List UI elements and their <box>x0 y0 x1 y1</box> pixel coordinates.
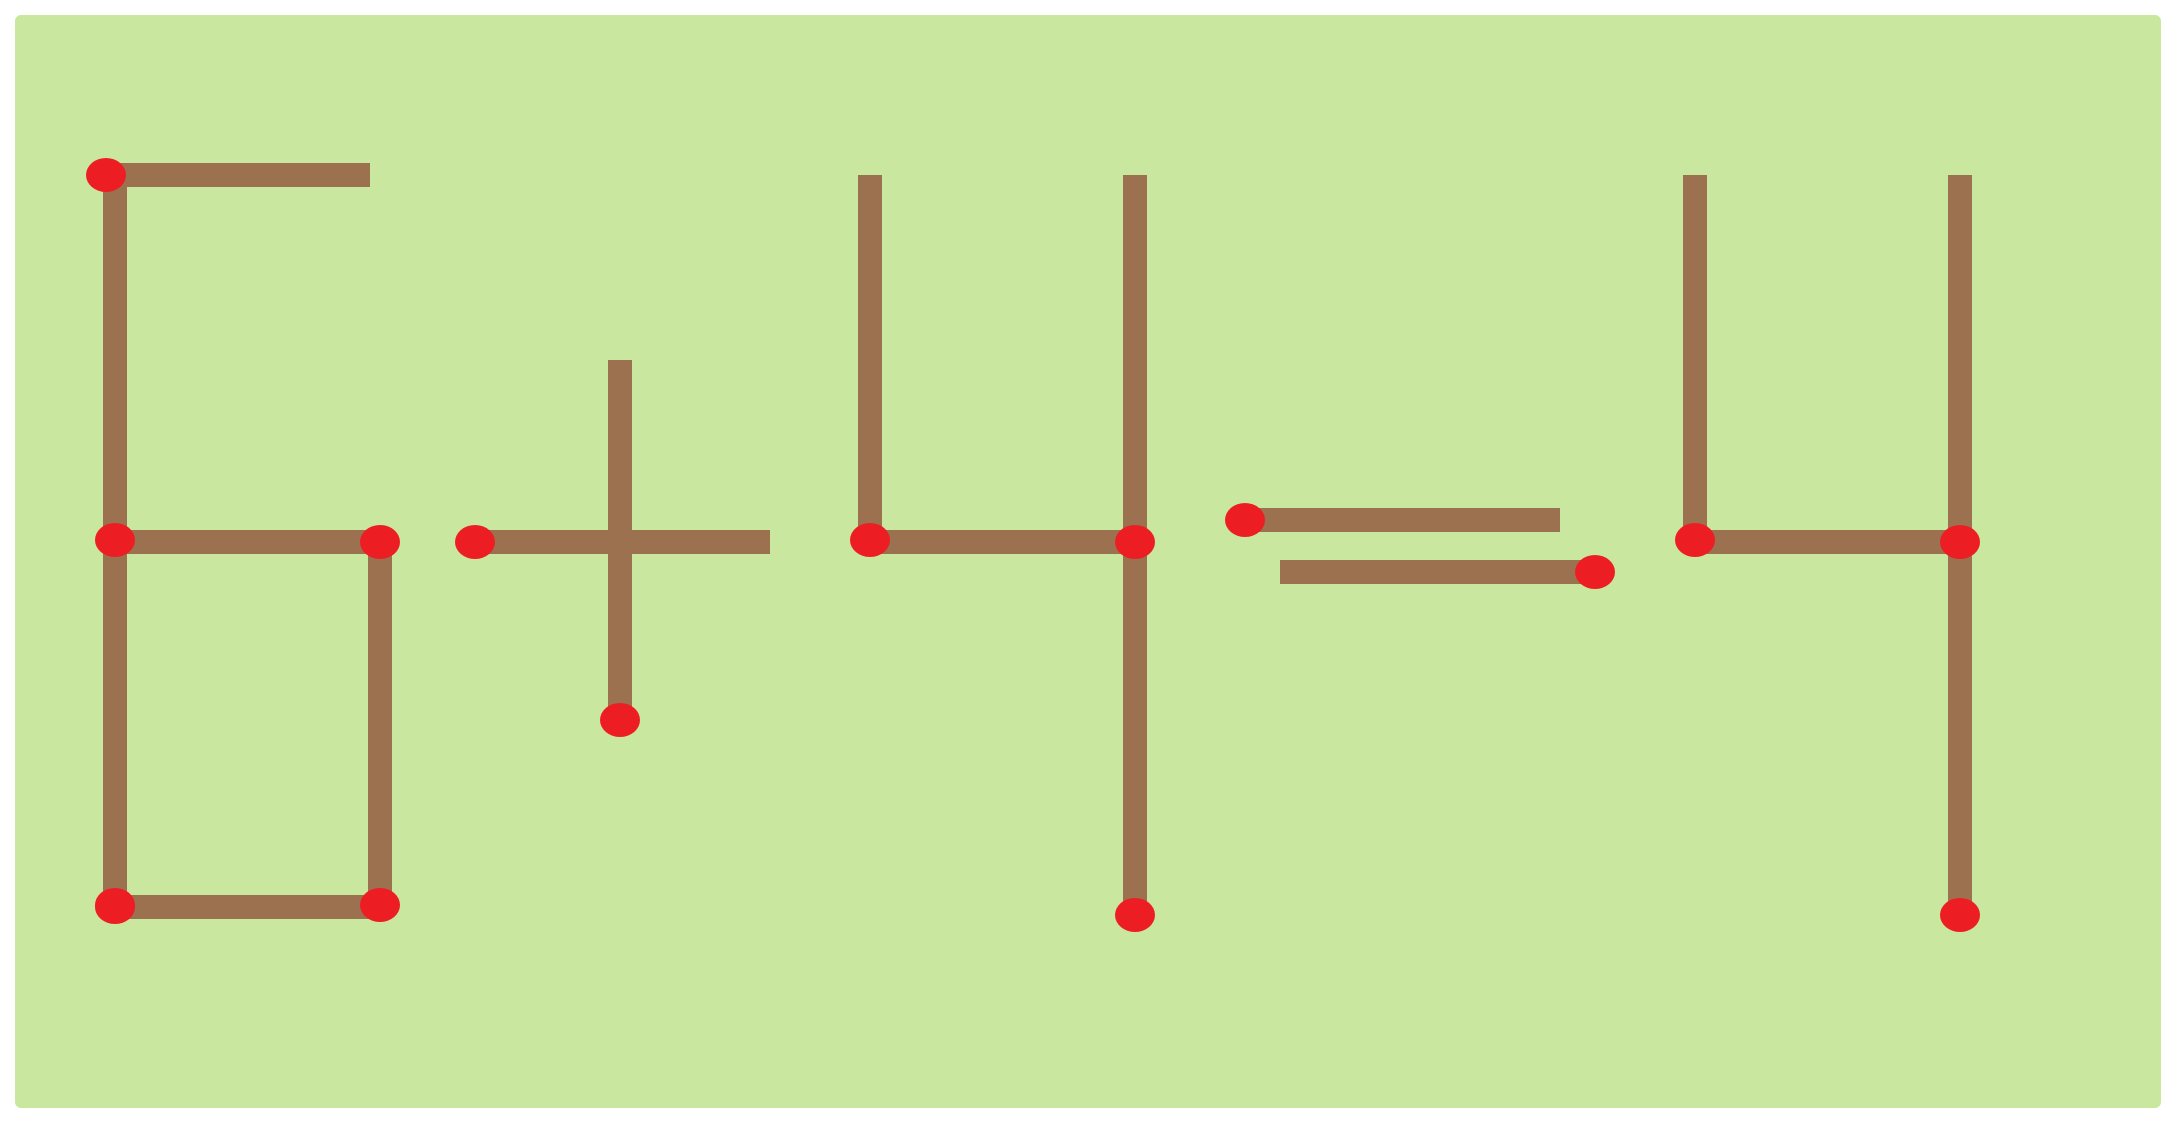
match-head-four2-middle <box>1940 525 1980 559</box>
match-head-six-top <box>86 158 126 192</box>
match-head-four1-lower-right <box>1115 898 1155 932</box>
match-head-four2-upper-left <box>1675 523 1715 557</box>
match-head-six-bottom <box>95 890 135 924</box>
match-head-six-upper-left <box>95 523 135 557</box>
match-head-equals-bottom <box>1575 555 1615 589</box>
match-head-plus-horizontal <box>455 525 495 559</box>
matchstick-equation <box>0 0 2176 1123</box>
match-head-six-lower-right <box>360 888 400 922</box>
match-head-plus-vertical <box>600 703 640 737</box>
match-head-four1-upper-left <box>850 523 890 557</box>
match-head-equals-top <box>1225 503 1265 537</box>
match-head-four2-lower-right <box>1940 898 1980 932</box>
match-head-four1-middle <box>1115 525 1155 559</box>
stage <box>0 0 2176 1123</box>
match-head-six-middle <box>360 525 400 559</box>
